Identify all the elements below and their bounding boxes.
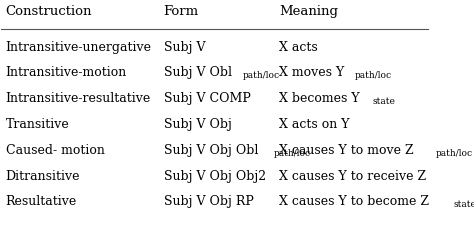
- Text: Intransitive-resultative: Intransitive-resultative: [6, 92, 151, 105]
- Text: path/loc: path/loc: [243, 71, 280, 80]
- Text: Resultative: Resultative: [6, 195, 77, 207]
- Text: Subj V Obj RP: Subj V Obj RP: [164, 195, 254, 207]
- Text: X causes Y to move Z: X causes Y to move Z: [279, 143, 413, 156]
- Text: X moves Y: X moves Y: [279, 66, 344, 79]
- Text: Transitive: Transitive: [6, 117, 69, 130]
- Text: Subj V COMP: Subj V COMP: [164, 92, 250, 105]
- Text: path/loc: path/loc: [273, 148, 310, 157]
- Text: Intransitive-motion: Intransitive-motion: [6, 66, 127, 79]
- Text: state: state: [373, 97, 395, 106]
- Text: X causes Y to receive Z: X causes Y to receive Z: [279, 169, 426, 182]
- Text: Construction: Construction: [6, 5, 92, 18]
- Text: Subj V Obj Obl: Subj V Obj Obl: [164, 143, 258, 156]
- Text: Subj V Obj: Subj V Obj: [164, 117, 231, 130]
- Text: Ditransitive: Ditransitive: [6, 169, 80, 182]
- Text: X acts on Y: X acts on Y: [279, 117, 349, 130]
- Text: Subj V: Subj V: [164, 40, 205, 53]
- Text: state: state: [453, 200, 474, 208]
- Text: Subj V Obl: Subj V Obl: [164, 66, 232, 79]
- Text: Caused- motion: Caused- motion: [6, 143, 105, 156]
- Text: X causes Y to become Z: X causes Y to become Z: [279, 195, 429, 207]
- Text: Subj V Obj Obj2: Subj V Obj Obj2: [164, 169, 266, 182]
- Text: path/loc: path/loc: [435, 148, 473, 157]
- Text: Intransitive-unergative: Intransitive-unergative: [6, 40, 152, 53]
- Text: X acts: X acts: [279, 40, 318, 53]
- Text: Meaning: Meaning: [279, 5, 338, 18]
- Text: Form: Form: [164, 5, 199, 18]
- Text: path/loc: path/loc: [355, 71, 392, 80]
- Text: X becomes Y: X becomes Y: [279, 92, 359, 105]
